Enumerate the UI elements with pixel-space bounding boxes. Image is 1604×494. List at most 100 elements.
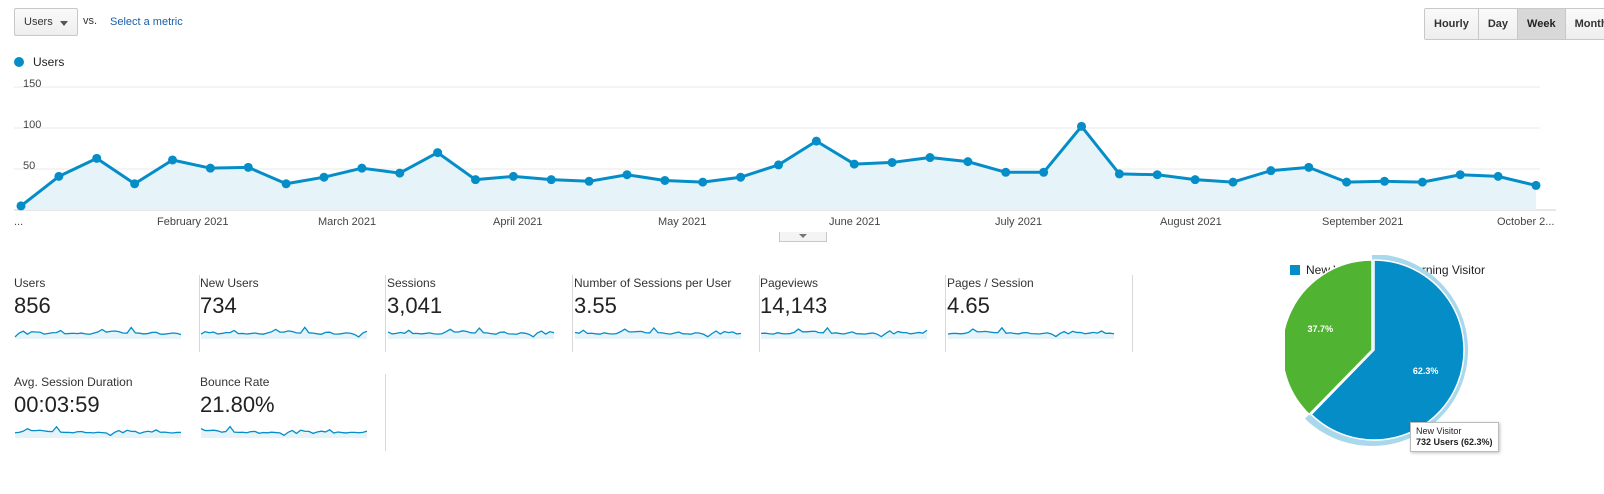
data-point[interactable] <box>1190 175 1200 185</box>
sparkline-line <box>760 326 928 338</box>
data-point[interactable] <box>1039 167 1049 177</box>
collapse-chart-handle[interactable] <box>779 232 827 242</box>
vs-label: vs. <box>83 15 98 27</box>
scorecard-label: New Users <box>200 276 259 290</box>
metric-select[interactable]: Users <box>14 8 78 36</box>
data-point[interactable] <box>205 163 215 173</box>
x-tick-label: ... <box>14 216 23 228</box>
pie-slice[interactable] <box>1285 259 1373 416</box>
sparkline <box>387 327 555 339</box>
scorecard-tile[interactable]: Bounce Rate 21.80% <box>200 374 386 451</box>
data-point[interactable] <box>1001 167 1011 177</box>
legend-dot-icon <box>14 57 24 67</box>
scorecard-tile[interactable]: Users 856 <box>14 275 200 352</box>
y-tick-label: 100 <box>23 119 41 131</box>
sparkline-line <box>200 326 368 338</box>
scorecard-value: 3.55 <box>574 293 617 318</box>
data-point[interactable] <box>698 177 708 187</box>
users-line-chart: 150 100 50... February 2021 March 2021 April … <box>14 78 1556 228</box>
data-point[interactable] <box>1114 169 1124 179</box>
data-point[interactable] <box>736 172 746 182</box>
pie-slice-label: 62.3% <box>1413 366 1439 376</box>
scorecard-tile[interactable]: Avg. Session Duration 00:03:59 <box>14 374 200 451</box>
visitor-pie-chart: 62.3% 37.7% <box>1285 255 1468 446</box>
sparkline <box>200 425 368 438</box>
data-point[interactable] <box>925 153 935 163</box>
data-point[interactable] <box>1228 177 1238 187</box>
data-point[interactable] <box>1266 166 1276 176</box>
y-tick-label: 150 <box>23 78 41 90</box>
data-point[interactable] <box>887 157 897 167</box>
pie-slice[interactable] <box>1310 259 1465 441</box>
week-button[interactable]: Week <box>1517 9 1565 39</box>
data-point[interactable] <box>433 148 443 158</box>
data-point[interactable] <box>16 201 26 211</box>
data-point[interactable] <box>1380 176 1389 186</box>
sparkline <box>14 326 182 339</box>
data-point[interactable] <box>811 136 821 146</box>
select-metric-link[interactable]: Select a metric <box>110 16 183 28</box>
scorecard-label: Number of Sessions per User <box>574 276 732 290</box>
sparkline <box>947 326 1115 339</box>
data-point[interactable] <box>168 155 177 165</box>
data-point[interactable] <box>130 179 140 189</box>
data-point[interactable] <box>1077 121 1086 131</box>
scorecard-tile[interactable]: Pages / Session 4.65 <box>947 275 1133 352</box>
scorecard-tile[interactable]: Pageviews 14,143 <box>760 275 946 352</box>
data-point[interactable] <box>281 179 291 189</box>
data-point[interactable] <box>546 175 556 185</box>
data-point[interactable] <box>1152 170 1162 180</box>
x-tick-label: April 2021 <box>493 216 543 228</box>
x-tick-label: June 2021 <box>829 216 880 228</box>
chart-legend: Users <box>14 55 64 69</box>
x-tick-label: March 2021 <box>318 216 376 228</box>
scorecard-value: 3,041 <box>387 293 443 318</box>
data-point[interactable] <box>849 159 859 169</box>
scorecard-label: Sessions <box>387 276 436 290</box>
new-visitor-swatch-icon <box>1290 265 1300 275</box>
tooltip-value: 732 Users (62.3%) <box>1416 437 1493 447</box>
sparkline <box>14 425 181 438</box>
day-button[interactable]: Day <box>1477 9 1518 39</box>
data-point[interactable] <box>622 170 632 180</box>
data-point[interactable] <box>1342 177 1352 187</box>
data-point[interactable] <box>774 160 783 170</box>
data-point[interactable] <box>1455 170 1465 180</box>
sparkline-fill <box>575 328 741 339</box>
data-point[interactable] <box>660 175 670 185</box>
data-point[interactable] <box>1531 180 1541 190</box>
scorecard-label: Avg. Session Duration <box>14 375 133 389</box>
data-point[interactable] <box>319 172 329 182</box>
data-point[interactable] <box>1417 177 1427 187</box>
data-point[interactable] <box>508 171 518 181</box>
data-point[interactable] <box>584 176 594 186</box>
y-tick-label: 50 <box>23 160 35 172</box>
hourly-button[interactable]: Hourly <box>1425 9 1478 39</box>
sparkline-fill <box>388 328 554 339</box>
data-point[interactable] <box>357 163 367 173</box>
x-tick-label: October 2... <box>1497 216 1554 228</box>
x-tick-label: August 2021 <box>1160 216 1222 228</box>
scorecard-value: 734 <box>200 293 237 318</box>
scorecard-value: 21.80% <box>200 392 275 417</box>
sparkline-fill <box>201 426 367 438</box>
tooltip-title: New Visitor <box>1416 426 1462 436</box>
sparkline-line <box>200 425 368 437</box>
pie-slice-label: 37.7% <box>1308 324 1334 334</box>
data-point[interactable] <box>963 157 973 167</box>
data-point[interactable] <box>1493 171 1503 181</box>
sparkline-line <box>574 327 742 338</box>
scorecard-tile[interactable]: New Users 734 <box>200 275 386 352</box>
data-point[interactable] <box>395 168 405 178</box>
data-point[interactable] <box>1304 162 1314 172</box>
month-button[interactable]: Month <box>1564 9 1604 39</box>
data-point[interactable] <box>92 153 102 163</box>
data-point[interactable] <box>243 162 253 172</box>
scorecard-tile[interactable]: Number of Sessions per User 3.55 <box>574 275 760 352</box>
scorecard-value: 856 <box>14 293 51 318</box>
data-point[interactable] <box>471 175 480 185</box>
data-point[interactable] <box>54 171 64 181</box>
scorecard-label: Pages / Session <box>947 276 1034 290</box>
sparkline-line <box>947 326 1115 338</box>
scorecard-tile[interactable]: Sessions 3,041 <box>387 275 573 352</box>
